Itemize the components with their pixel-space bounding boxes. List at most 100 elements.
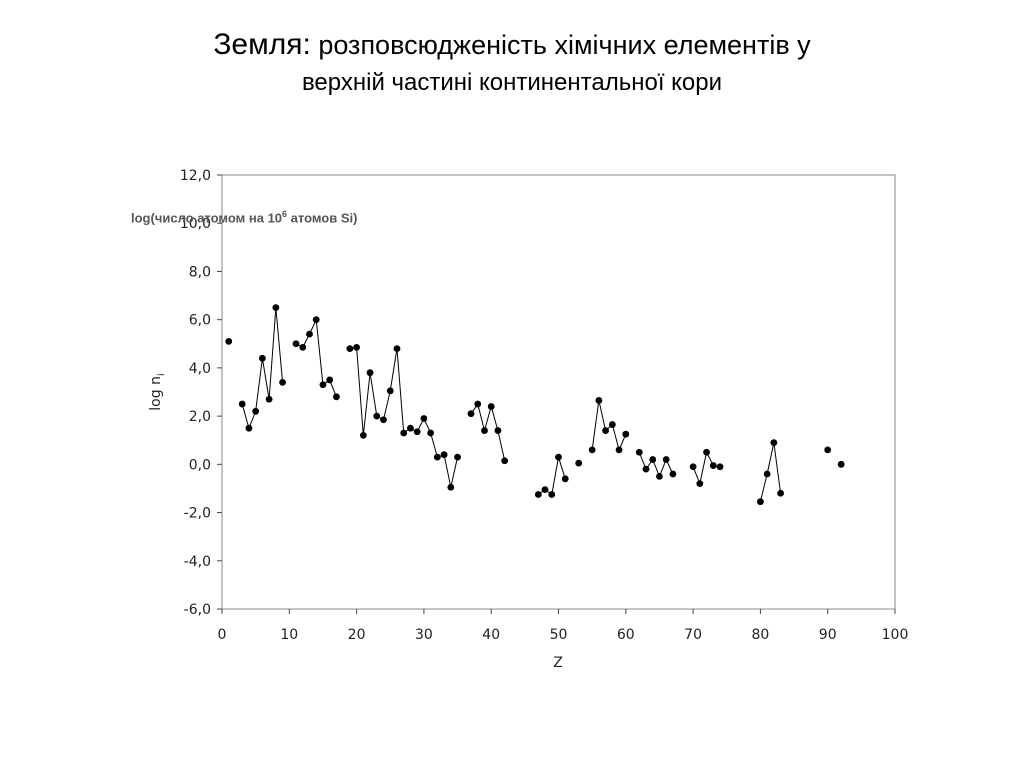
x-tick-label: 10: [280, 627, 298, 643]
data-point: [824, 446, 832, 454]
data-point: [353, 343, 360, 351]
data-point: [501, 457, 509, 465]
annotation-prefix: log(число атомом на 10: [131, 210, 283, 226]
data-point: [595, 397, 603, 404]
x-tick-label: 30: [415, 627, 433, 643]
series-segment: [268, 307, 277, 400]
data-point: [474, 400, 482, 408]
data-point: [534, 491, 542, 498]
series-segment: [483, 406, 492, 431]
series-segment: [389, 348, 398, 391]
title-main: Земля:: [213, 28, 311, 61]
data-point: [225, 337, 233, 345]
data-point: [777, 489, 784, 497]
data-point: [433, 453, 441, 461]
x-tick-label: 80: [751, 627, 769, 643]
data-point: [689, 463, 697, 471]
y-tick-label: 0,0: [189, 457, 211, 473]
data-point: [238, 400, 246, 408]
data-point: [649, 456, 657, 463]
data-point: [656, 472, 663, 480]
series-segment: [396, 348, 405, 434]
data-point: [662, 456, 670, 463]
data-point: [669, 470, 677, 478]
data-point: [380, 416, 387, 424]
annotation-sup: 6: [282, 209, 288, 219]
x-tick-label: 100: [882, 627, 909, 643]
data-point: [494, 427, 502, 434]
data-point: [258, 354, 266, 362]
series-segment: [477, 403, 485, 431]
data-point: [400, 429, 408, 437]
data-point: [393, 345, 401, 352]
data-point: [252, 407, 260, 415]
data-point: [602, 427, 610, 434]
x-tick-label: 60: [617, 627, 635, 643]
data-point: [454, 453, 461, 461]
y-tick-label: 4,0: [189, 361, 211, 377]
series-segment: [443, 454, 452, 488]
data-point: [265, 395, 273, 403]
data-point: [312, 316, 320, 324]
data-point: [420, 415, 428, 422]
data-point: [440, 451, 448, 459]
x-tick-label: 50: [550, 627, 568, 643]
data-point: [548, 491, 556, 498]
data-point: [413, 428, 421, 436]
data-point: [447, 483, 455, 491]
series-segment: [450, 456, 459, 488]
series-segment: [383, 390, 391, 420]
series-segment: [766, 442, 775, 475]
data-point: [837, 460, 845, 468]
data-point: [427, 429, 435, 437]
data-point: [487, 403, 495, 410]
series-segment: [255, 358, 263, 412]
data-point: [709, 462, 717, 469]
data-point: [541, 486, 549, 494]
data-point: [346, 345, 354, 352]
data-point: [757, 498, 764, 506]
series-segment: [611, 424, 620, 450]
data-point: [326, 376, 334, 384]
y-tick-label: -2,0: [184, 506, 211, 522]
y-tick-label: -6,0: [184, 602, 211, 618]
data-point: [481, 427, 488, 434]
series-segment: [497, 430, 506, 461]
title-rest: розповсюдженість хімічних елементів у: [310, 30, 811, 60]
data-point: [306, 330, 313, 338]
series-segment: [558, 456, 566, 479]
y-axis-label: log ni: [148, 373, 167, 410]
series-segment: [490, 406, 499, 431]
plot-area: [221, 174, 896, 610]
x-tick-label: 70: [684, 627, 702, 643]
data-point: [366, 369, 374, 377]
data-point: [642, 465, 650, 473]
data-point: [359, 432, 367, 439]
y-axis-label-sub: i: [156, 373, 167, 376]
data-point: [386, 387, 394, 395]
data-point: [555, 453, 562, 461]
series-segment: [699, 452, 708, 484]
data-point: [279, 378, 286, 386]
data-point: [467, 410, 475, 418]
annotation-suffix: атомов Si): [287, 210, 358, 226]
series-segment: [598, 400, 607, 431]
data-point: [373, 412, 381, 420]
data-point: [696, 480, 704, 488]
series-segment: [261, 358, 270, 400]
data-point: [763, 470, 771, 478]
y-tick-label: 10,0: [180, 216, 211, 232]
data-point: [333, 393, 340, 401]
y-axis-annotation: log(число атомом на 106 атомов Si): [131, 209, 357, 225]
data-point: [716, 463, 724, 471]
series-segment: [362, 372, 371, 436]
data-point: [407, 424, 414, 432]
series-segment: [315, 319, 324, 385]
data-point: [622, 430, 630, 438]
y-tick-label: 6,0: [189, 313, 211, 329]
data-point: [608, 421, 616, 428]
x-tick-label: 20: [348, 627, 366, 643]
data-point: [561, 475, 569, 483]
x-tick-label: 90: [819, 627, 837, 643]
